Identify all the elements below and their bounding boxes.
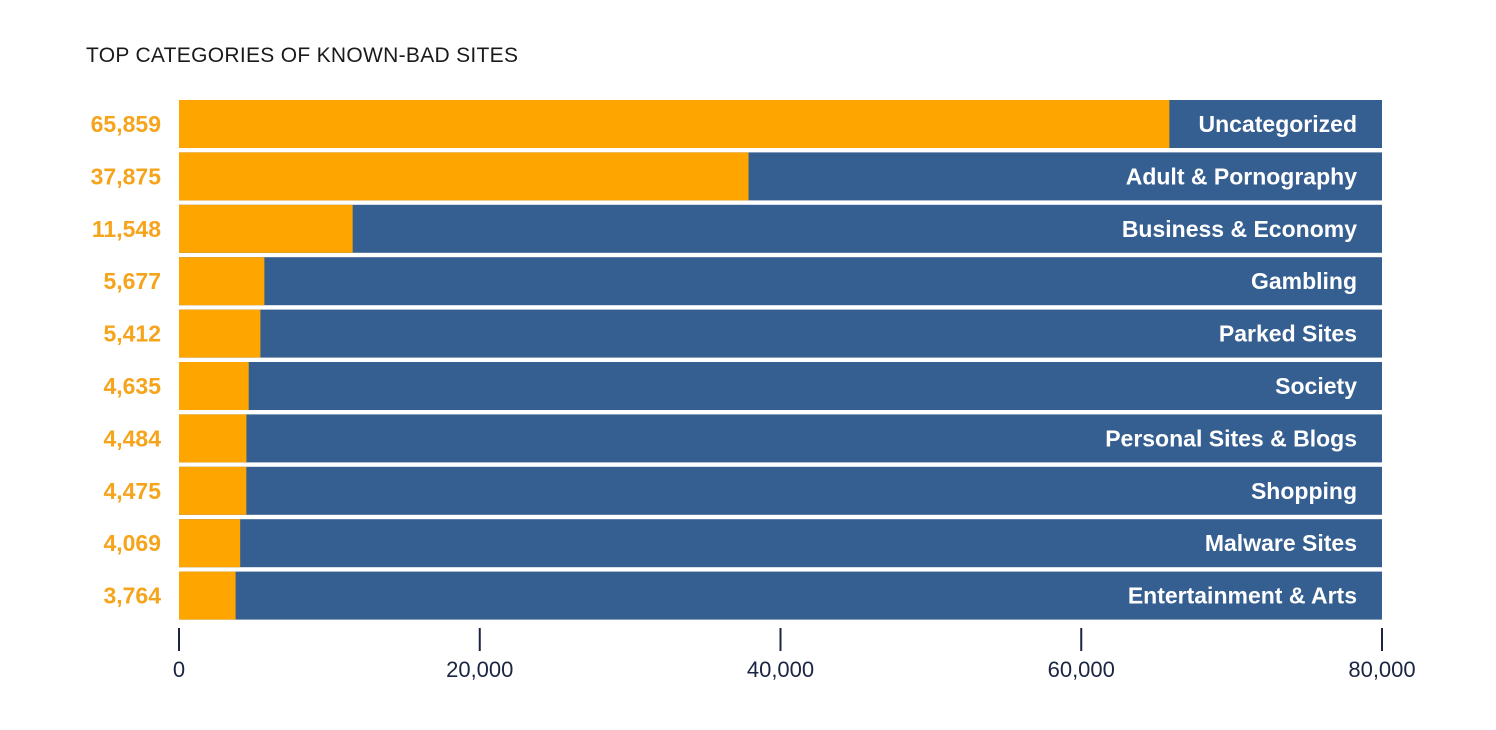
bar-value	[179, 257, 265, 306]
x-tick-label: 60,000	[1048, 657, 1115, 682]
bar-value	[179, 100, 1170, 148]
category-label: Uncategorized	[1199, 111, 1357, 137]
value-label: 4,635	[103, 373, 161, 399]
chart-title: TOP CATEGORIES OF KNOWN-BAD SITES	[86, 44, 519, 67]
value-label: 65,859	[91, 111, 161, 137]
x-tick-label: 80,000	[1348, 657, 1415, 682]
bar-value	[179, 414, 247, 463]
bar-row: 5,677 Gambling	[103, 257, 1382, 306]
bar-row: 37,875 Adult & Pornography	[91, 152, 1382, 201]
category-label: Personal Sites & Blogs	[1105, 425, 1357, 451]
x-axis: 0 20,000 40,000 60,000 80,000	[173, 628, 1416, 682]
bar-track	[179, 519, 1382, 568]
bar-track	[179, 309, 1382, 358]
bar-row: 3,764 Entertainment & Arts	[103, 571, 1382, 620]
bar-value	[179, 152, 749, 201]
category-label: Shopping	[1251, 478, 1357, 504]
category-label: Adult & Pornography	[1126, 163, 1357, 189]
value-label: 4,475	[103, 478, 161, 504]
bar-track	[179, 466, 1382, 515]
bar-row: 4,635 Society	[103, 362, 1382, 410]
value-label: 37,875	[91, 163, 162, 189]
value-label: 5,677	[103, 268, 161, 294]
bar-row: 5,412 Parked Sites	[103, 309, 1382, 358]
bar-value	[179, 571, 236, 620]
bar-value	[179, 204, 353, 253]
value-label: 4,069	[103, 530, 161, 556]
category-label: Business & Economy	[1122, 216, 1357, 242]
value-label: 5,412	[103, 321, 161, 347]
value-label: 3,764	[103, 583, 161, 609]
category-label: Parked Sites	[1219, 321, 1357, 347]
bar-row: 4,475 Shopping	[103, 466, 1382, 515]
bar-track	[179, 257, 1382, 306]
value-label: 11,548	[92, 216, 161, 242]
x-tick-label: 20,000	[446, 657, 513, 682]
x-tick-label: 0	[173, 657, 185, 682]
bar-row: 65,859 Uncategorized	[91, 100, 1382, 148]
category-label: Entertainment & Arts	[1128, 583, 1357, 609]
bar-track	[179, 204, 1382, 253]
bar-row: 11,548 Business & Economy	[92, 204, 1382, 253]
bar-track	[179, 362, 1382, 410]
bar-track	[179, 571, 1382, 620]
bar-value	[179, 519, 241, 568]
bar-value	[179, 309, 261, 358]
x-tick-label: 40,000	[747, 657, 814, 682]
bar-track	[179, 414, 1382, 463]
bar-value	[179, 362, 249, 410]
bar-row: 4,069 Malware Sites	[103, 519, 1382, 568]
bars-group: 65,859 Uncategorized 37,875 Adult & Pornogr…	[91, 100, 1382, 620]
category-label: Society	[1275, 373, 1357, 399]
bar-row: 4,484 Personal Sites & Blogs	[103, 414, 1382, 463]
value-label: 4,484	[103, 425, 161, 451]
category-label: Malware Sites	[1205, 530, 1357, 556]
bar-value	[179, 466, 247, 515]
category-label: Gambling	[1251, 268, 1357, 294]
